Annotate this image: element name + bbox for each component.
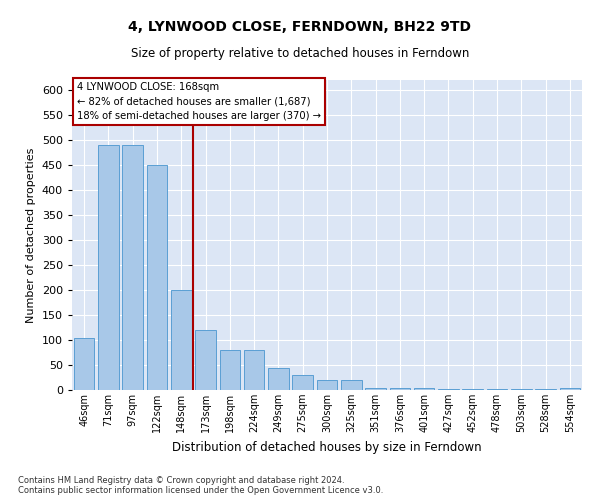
- Bar: [74, 338, 94, 390]
- Bar: [463, 388, 483, 390]
- Bar: [414, 388, 434, 390]
- Bar: [438, 388, 459, 390]
- Bar: [171, 290, 191, 390]
- Bar: [389, 388, 410, 390]
- Bar: [244, 350, 265, 390]
- Text: Size of property relative to detached houses in Ferndown: Size of property relative to detached ho…: [131, 48, 469, 60]
- Bar: [341, 380, 362, 390]
- Bar: [487, 388, 508, 390]
- Bar: [98, 145, 119, 390]
- Y-axis label: Number of detached properties: Number of detached properties: [26, 148, 36, 322]
- Text: 4, LYNWOOD CLOSE, FERNDOWN, BH22 9TD: 4, LYNWOOD CLOSE, FERNDOWN, BH22 9TD: [128, 20, 472, 34]
- Text: Contains HM Land Registry data © Crown copyright and database right 2024.
Contai: Contains HM Land Registry data © Crown c…: [18, 476, 383, 495]
- Bar: [268, 368, 289, 390]
- Bar: [560, 388, 580, 390]
- Text: 4 LYNWOOD CLOSE: 168sqm
← 82% of detached houses are smaller (1,687)
18% of semi: 4 LYNWOOD CLOSE: 168sqm ← 82% of detache…: [77, 82, 321, 121]
- Bar: [122, 145, 143, 390]
- Bar: [195, 330, 216, 390]
- Bar: [292, 375, 313, 390]
- Bar: [511, 388, 532, 390]
- Bar: [535, 388, 556, 390]
- Bar: [317, 380, 337, 390]
- X-axis label: Distribution of detached houses by size in Ferndown: Distribution of detached houses by size …: [172, 440, 482, 454]
- Bar: [220, 350, 240, 390]
- Bar: [146, 165, 167, 390]
- Bar: [365, 388, 386, 390]
